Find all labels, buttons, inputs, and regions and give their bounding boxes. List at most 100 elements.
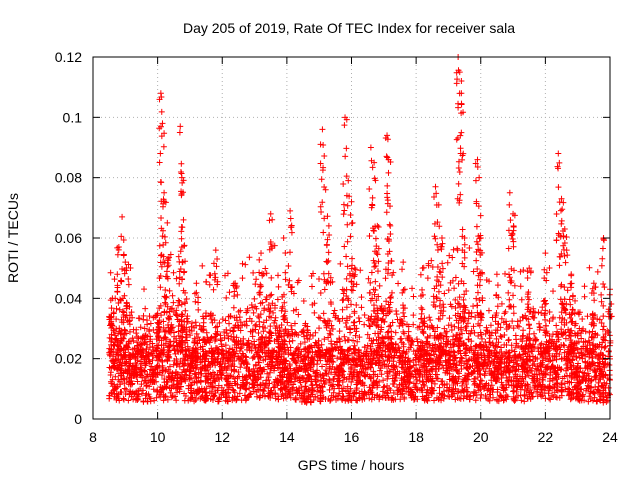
data-point xyxy=(157,252,164,259)
data-point xyxy=(148,350,155,357)
data-point xyxy=(141,286,148,293)
data-point xyxy=(254,349,261,356)
data-point xyxy=(270,384,277,391)
data-point xyxy=(410,293,417,300)
data-point xyxy=(223,294,230,301)
data-point xyxy=(349,262,356,269)
data-point xyxy=(260,328,267,335)
data-point xyxy=(393,308,400,315)
data-point xyxy=(478,377,485,384)
data-point xyxy=(367,343,374,350)
data-point xyxy=(356,395,363,402)
data-point xyxy=(301,339,308,346)
data-point xyxy=(440,343,447,350)
data-point xyxy=(163,268,170,275)
data-point xyxy=(549,392,556,399)
data-point xyxy=(403,388,410,395)
data-point xyxy=(518,397,525,404)
data-point xyxy=(374,373,381,380)
data-point xyxy=(582,338,589,345)
data-point xyxy=(227,356,234,363)
data-point xyxy=(388,289,395,296)
data-point xyxy=(517,392,524,399)
data-point xyxy=(197,377,204,384)
data-point xyxy=(436,384,443,391)
data-point xyxy=(401,394,408,401)
data-point xyxy=(312,393,319,400)
data-point xyxy=(282,269,289,276)
data-point xyxy=(428,257,435,264)
data-point xyxy=(372,263,379,270)
data-point xyxy=(530,358,537,365)
data-point xyxy=(282,250,289,257)
data-point xyxy=(331,307,338,314)
data-point xyxy=(454,245,461,252)
data-point xyxy=(459,226,466,233)
data-point xyxy=(198,393,205,400)
data-point xyxy=(158,179,165,186)
data-point xyxy=(481,383,488,390)
data-point xyxy=(386,385,393,392)
data-point xyxy=(598,291,605,298)
data-point xyxy=(455,165,462,172)
data-point xyxy=(365,389,372,396)
data-point xyxy=(562,335,569,342)
data-point xyxy=(530,314,537,321)
data-point xyxy=(497,333,504,340)
data-point xyxy=(287,390,294,397)
data-point xyxy=(203,278,210,285)
data-point xyxy=(237,345,244,352)
data-point xyxy=(534,355,541,362)
data-point xyxy=(138,390,145,397)
data-point xyxy=(193,280,200,287)
data-point xyxy=(264,370,271,377)
data-point xyxy=(146,383,153,390)
data-point xyxy=(339,388,346,395)
data-point xyxy=(525,389,532,396)
data-point xyxy=(358,304,365,311)
data-point xyxy=(321,184,328,191)
data-point xyxy=(352,332,359,339)
data-point xyxy=(206,383,213,390)
data-point xyxy=(368,269,375,276)
data-point xyxy=(374,268,381,275)
data-point xyxy=(277,387,284,394)
data-point xyxy=(410,380,417,387)
data-point xyxy=(452,274,459,281)
data-point xyxy=(441,290,448,297)
data-point xyxy=(393,311,400,318)
data-point xyxy=(400,286,407,293)
data-point xyxy=(572,340,579,347)
data-point xyxy=(322,186,329,193)
data-point xyxy=(325,222,332,229)
data-point xyxy=(479,335,486,342)
data-point xyxy=(542,322,549,329)
data-point xyxy=(512,332,519,339)
data-point xyxy=(267,394,274,401)
data-point xyxy=(340,180,347,187)
data-point xyxy=(386,221,393,228)
data-point xyxy=(356,334,363,341)
data-point xyxy=(361,321,368,328)
data-point xyxy=(434,371,441,378)
data-point xyxy=(424,275,431,282)
data-point xyxy=(319,126,326,133)
data-point xyxy=(317,203,324,210)
data-point xyxy=(216,360,223,367)
data-point xyxy=(321,153,328,160)
data-point xyxy=(326,365,333,372)
data-point xyxy=(166,287,173,294)
data-point xyxy=(239,275,246,282)
data-point xyxy=(366,185,373,192)
data-point xyxy=(269,216,276,223)
data-point xyxy=(436,268,443,275)
data-point xyxy=(549,377,556,384)
data-point xyxy=(451,285,458,292)
data-point xyxy=(429,375,436,382)
data-point xyxy=(147,320,154,327)
data-point xyxy=(452,396,459,403)
data-point xyxy=(456,168,463,175)
data-point xyxy=(122,390,129,397)
data-point xyxy=(205,395,212,402)
data-point xyxy=(162,294,169,301)
